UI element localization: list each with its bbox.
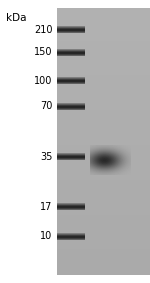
- Text: 70: 70: [40, 101, 52, 111]
- Text: 100: 100: [34, 76, 52, 86]
- Text: 150: 150: [34, 47, 52, 57]
- Text: 35: 35: [40, 152, 52, 162]
- Text: 17: 17: [40, 201, 52, 212]
- Text: 10: 10: [40, 231, 52, 241]
- Text: 210: 210: [34, 25, 52, 35]
- Text: kDa: kDa: [6, 13, 27, 23]
